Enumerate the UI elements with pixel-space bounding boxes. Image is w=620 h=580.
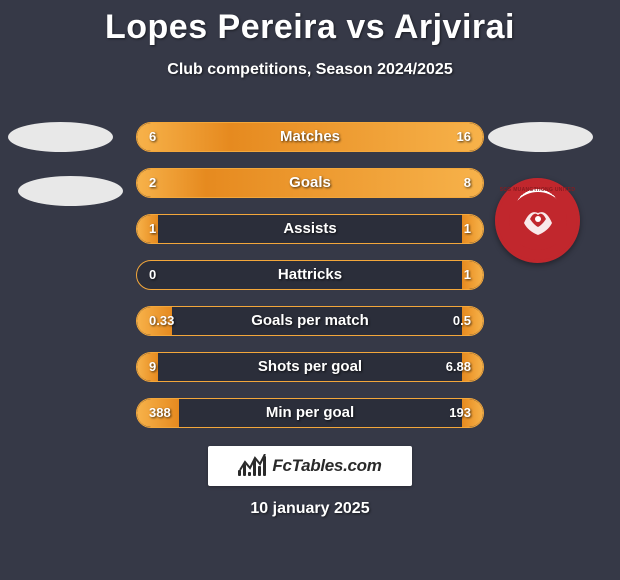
stat-row: 388193Min per goal bbox=[136, 398, 484, 428]
comparison-chart: 616Matches 28Goals 11Assists 01Hattricks 0.3… bbox=[136, 122, 484, 444]
stat-label: Goals per match bbox=[137, 307, 483, 335]
club-badge-circle: SCG MUANGTHONG UNITED bbox=[495, 178, 580, 263]
stat-label: Shots per goal bbox=[137, 353, 483, 381]
stat-label: Goals bbox=[137, 169, 483, 197]
brand-text: FcTables.com bbox=[272, 456, 381, 476]
brand-bars-icon bbox=[238, 456, 266, 476]
page-subtitle: Club competitions, Season 2024/2025 bbox=[0, 61, 620, 79]
stat-row: 28Goals bbox=[136, 168, 484, 198]
player-placeholder-ellipse bbox=[18, 176, 123, 206]
brand-badge: FcTables.com bbox=[208, 446, 412, 486]
stat-label: Matches bbox=[137, 123, 483, 151]
date-label: 10 january 2025 bbox=[0, 500, 620, 518]
stat-label: Hattricks bbox=[137, 261, 483, 289]
stat-row: 0.330.5Goals per match bbox=[136, 306, 484, 336]
stat-row: 01Hattricks bbox=[136, 260, 484, 290]
stat-label: Min per goal bbox=[137, 399, 483, 427]
page-title: Lopes Pereira vs Arjvirai bbox=[0, 0, 620, 47]
stat-row: 11Assists bbox=[136, 214, 484, 244]
player-placeholder-ellipse bbox=[8, 122, 113, 152]
stat-label: Assists bbox=[137, 215, 483, 243]
kirin-icon bbox=[509, 192, 567, 250]
stat-row: 96.88Shots per goal bbox=[136, 352, 484, 382]
player-placeholder-ellipse bbox=[488, 122, 593, 152]
stat-row: 616Matches bbox=[136, 122, 484, 152]
